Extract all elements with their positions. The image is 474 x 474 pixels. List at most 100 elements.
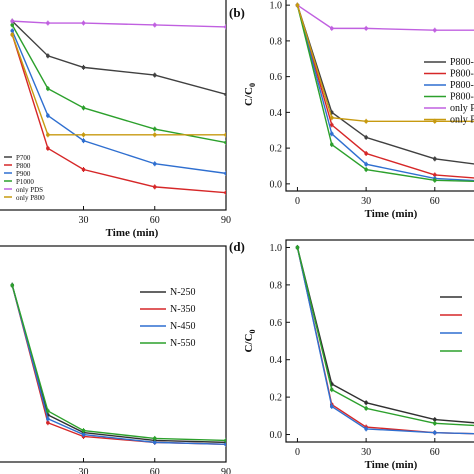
legend: N-250 N-350 N-450 N-550 <box>140 287 196 349</box>
data-point <box>432 173 437 177</box>
data-point <box>224 442 226 447</box>
data-point <box>81 133 86 137</box>
x-axis-label: Time (min) <box>365 208 418 220</box>
data-layer <box>10 18 226 196</box>
data-point <box>329 115 334 120</box>
legend-label: P800- <box>450 69 474 80</box>
y-tick-label: 0.4 <box>270 108 283 119</box>
y-tick-label: 0.6 <box>270 318 283 329</box>
x-tick-label: 90 <box>221 467 231 474</box>
x-tick-label: 0 <box>295 447 300 458</box>
data-point <box>329 142 334 147</box>
series-line <box>297 4 474 31</box>
series-line <box>12 20 226 28</box>
legend-label: P800- <box>450 80 474 91</box>
legend-label: P700 <box>16 154 31 162</box>
data-point <box>432 178 437 183</box>
y-tick-label: 0.8 <box>270 280 283 291</box>
legend-label: P800 <box>16 162 31 170</box>
y-axis-label: C/C0 <box>243 330 257 353</box>
y-tick-label: 0.8 <box>270 36 283 47</box>
data-point <box>46 54 50 58</box>
y-tick-label: 0.6 <box>270 72 283 83</box>
data-point <box>432 417 437 422</box>
data-point <box>10 19 15 23</box>
data-point <box>364 406 368 411</box>
legend-label: N-350 <box>170 304 196 315</box>
x-tick-label: 60 <box>430 447 440 458</box>
legend-label: N-550 <box>170 338 196 349</box>
data-point <box>152 133 157 137</box>
x-tick-label: 60 <box>150 467 160 474</box>
x-tick-label: 90 <box>221 215 231 226</box>
y-tick-label: 1.0 <box>270 1 283 12</box>
x-tick-label: 60 <box>430 196 440 207</box>
legend-label: N-250 <box>170 287 196 298</box>
legend-label: N-450 <box>170 321 196 332</box>
x-tick-label: 30 <box>79 467 89 474</box>
panel-label: (d) <box>229 239 245 254</box>
legend-label: P1000 <box>16 178 34 186</box>
data-point <box>10 23 15 27</box>
series-line <box>11 34 226 136</box>
data-point <box>329 387 334 392</box>
data-point <box>81 138 86 143</box>
data-point <box>432 430 437 435</box>
legend-label: P800- <box>450 57 474 68</box>
data-point <box>81 106 86 110</box>
x-tick-label: 30 <box>79 215 89 226</box>
data-point <box>152 185 157 189</box>
x-tick-label: 60 <box>150 215 160 226</box>
data-point <box>10 283 15 288</box>
data-point <box>81 65 86 70</box>
data-point <box>224 190 226 195</box>
data-point <box>329 132 334 136</box>
series-line <box>296 247 474 424</box>
y-tick-label: 0.2 <box>270 144 283 155</box>
panel-b-chart: 0 30 60 0.0 0.2 0.4 0.6 0.8 1.0 Time (min) C/C0 (b)… <box>229 0 474 220</box>
x-tick-label: 30 <box>361 196 371 207</box>
data-layer <box>295 244 474 436</box>
data-point <box>224 92 226 97</box>
data-point <box>81 432 86 437</box>
data-point <box>10 28 15 33</box>
data-point <box>152 436 157 441</box>
data-point <box>81 428 86 433</box>
plot-frame <box>285 239 474 443</box>
data-point <box>46 420 50 425</box>
data-point <box>432 157 437 161</box>
data-point <box>364 119 368 124</box>
data-point <box>432 421 437 426</box>
legend-label: only P800 <box>16 194 45 202</box>
series-line <box>296 247 474 435</box>
y-tick-label: 0.0 <box>270 430 283 441</box>
plot-frame <box>285 0 474 192</box>
data-point <box>329 26 334 31</box>
data-point <box>224 25 226 29</box>
data-point <box>224 140 226 145</box>
panel-d-chart: 0 30 60 0.0 0.2 0.4 0.6 0.8 1.0 Time (min) C/C0 (d) <box>229 239 474 471</box>
data-point <box>364 26 368 31</box>
x-tick-label: 30 <box>361 447 371 458</box>
legend-label: only P <box>450 115 474 126</box>
legend <box>440 296 462 352</box>
series-line <box>296 247 474 435</box>
y-tick-label: 0.4 <box>270 355 283 366</box>
legend-label: P900 <box>16 170 31 178</box>
data-point <box>364 400 368 405</box>
data-point <box>152 73 157 77</box>
y-axis-label: C/C0 <box>243 83 257 106</box>
data-point <box>329 123 334 127</box>
data-point <box>46 146 50 151</box>
data-point <box>152 161 157 166</box>
data-point <box>46 417 50 421</box>
panel-label: (b) <box>229 5 245 20</box>
data-point <box>432 28 437 32</box>
data-point <box>364 151 368 156</box>
data-point <box>364 427 368 431</box>
data-point <box>81 167 86 172</box>
